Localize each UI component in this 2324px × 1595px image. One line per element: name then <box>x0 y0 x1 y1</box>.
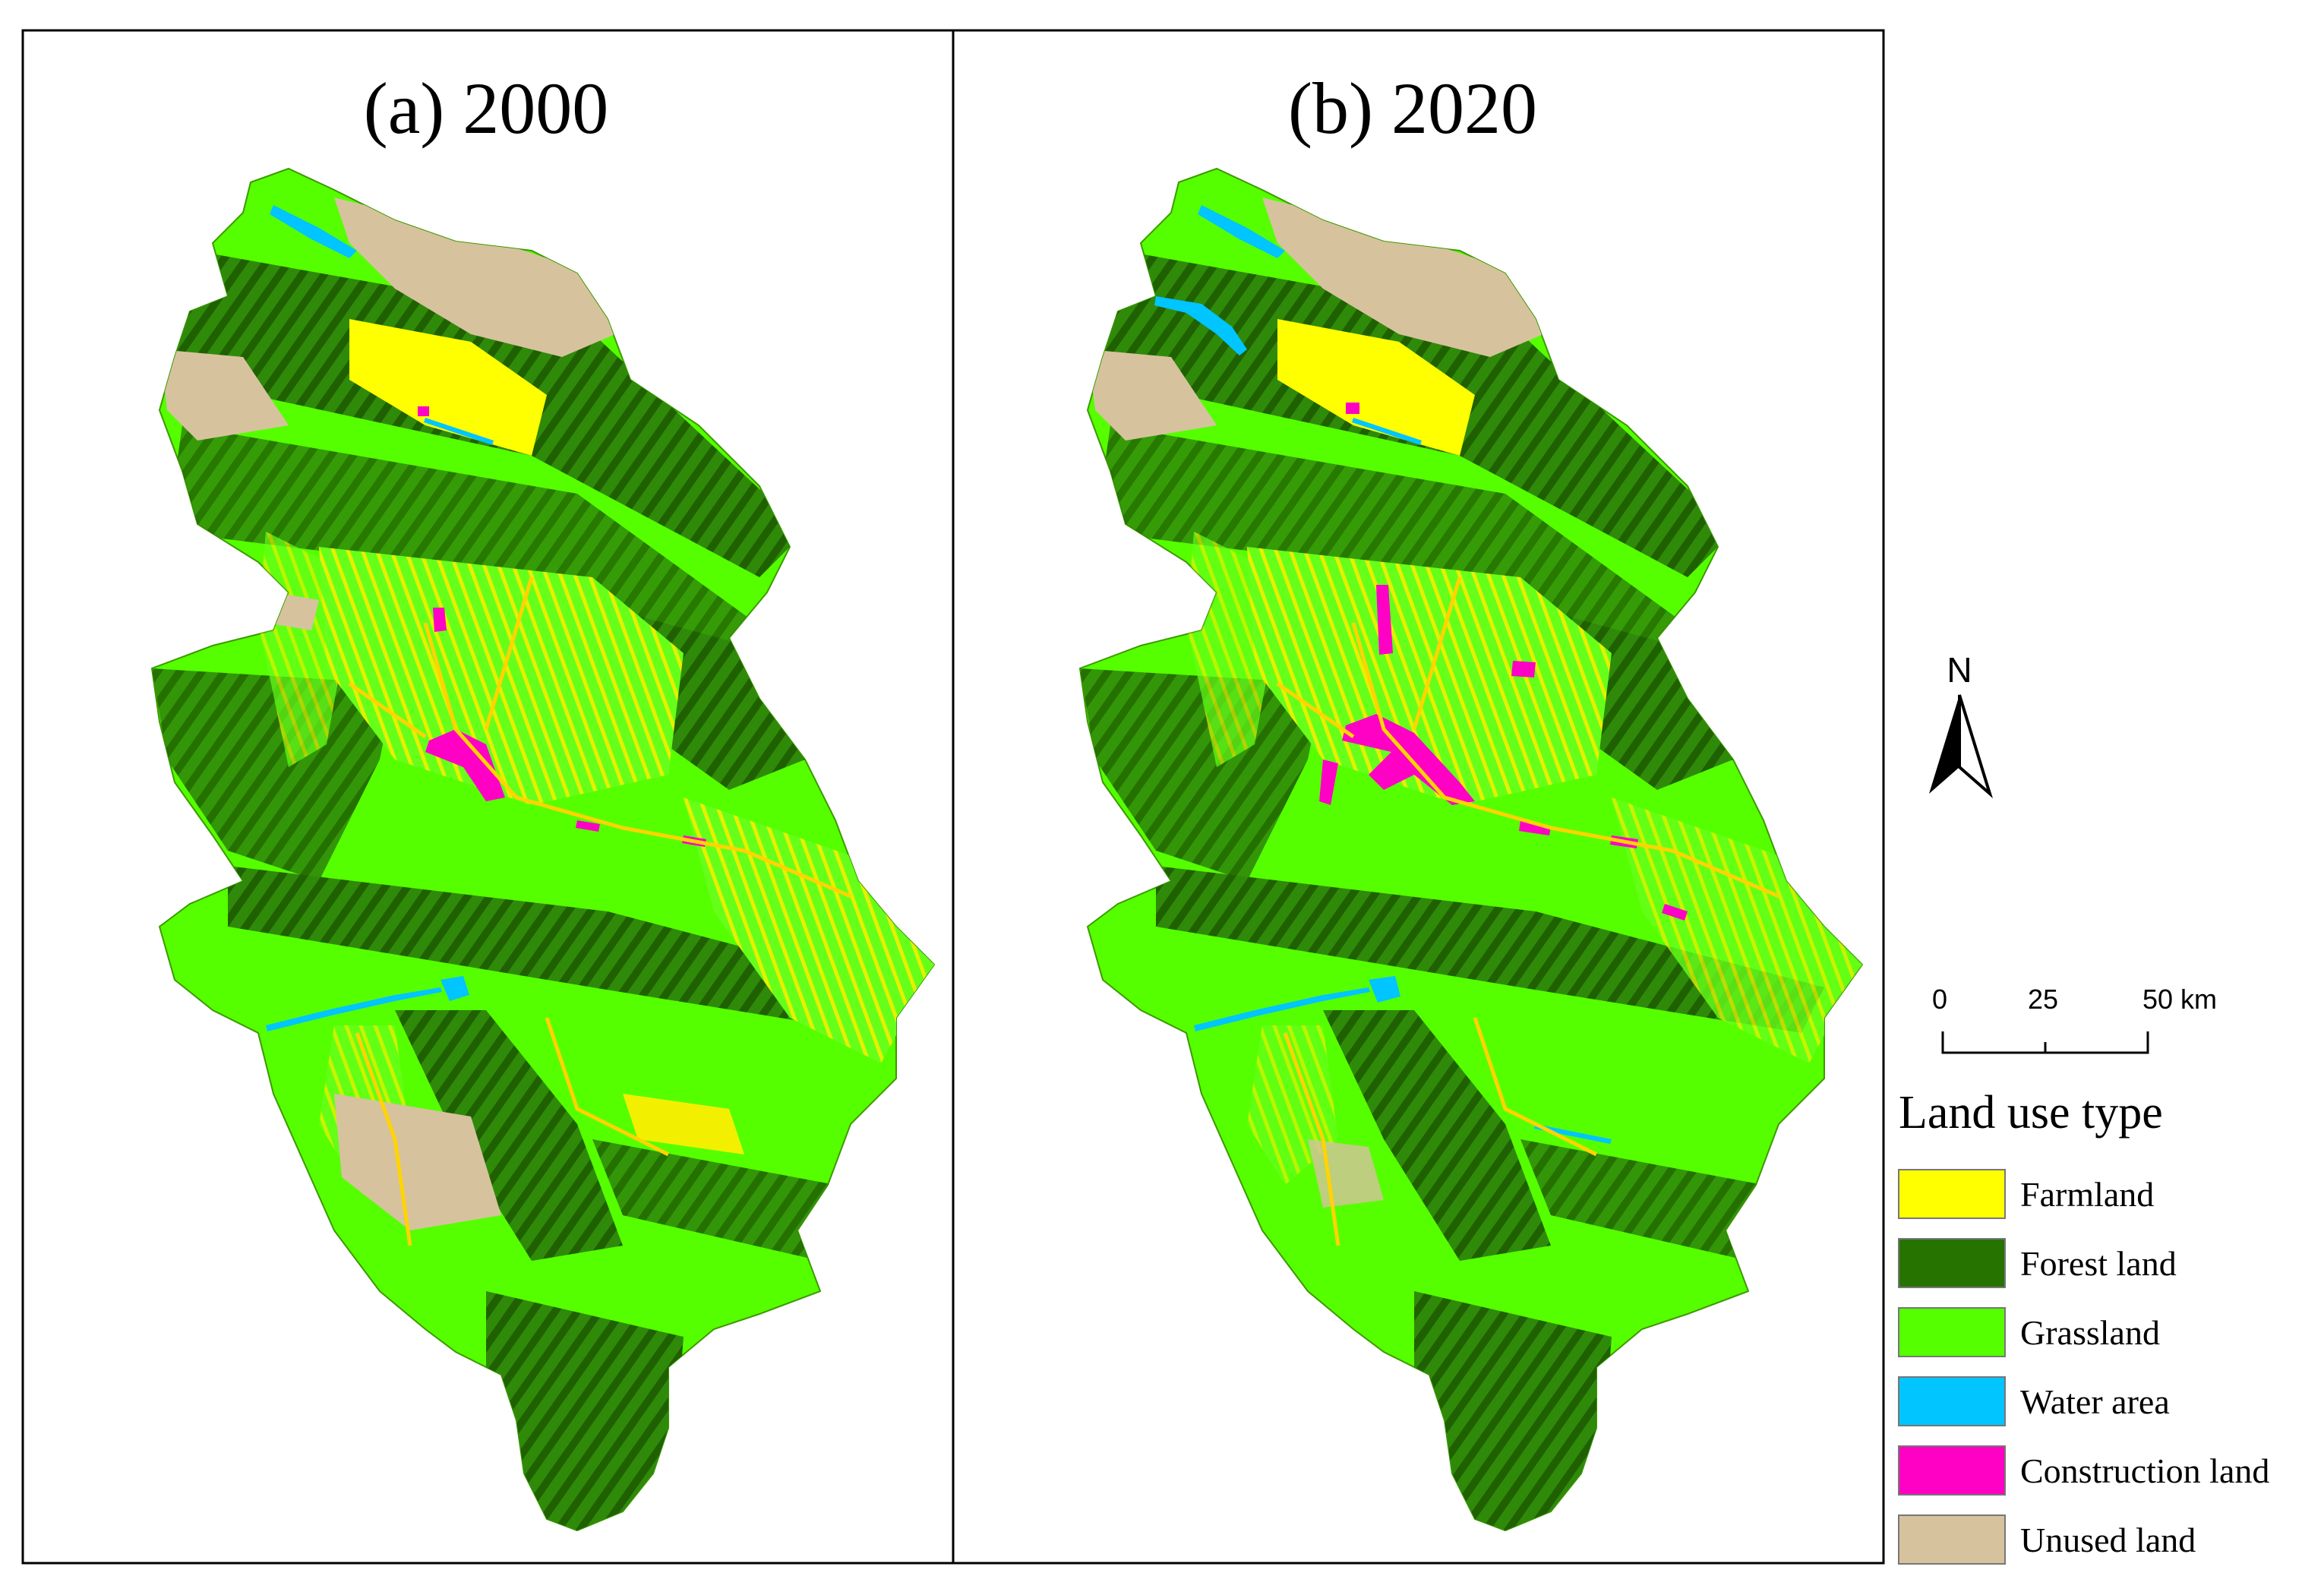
panel-title-b: (b) 2020 <box>1288 68 1537 149</box>
legend-swatch-forest-land <box>1898 1238 2006 1288</box>
panel-title-a: (a) 2000 <box>364 68 609 149</box>
legend: Land use type Farmland Forest land Grassla… <box>1898 1087 2269 1565</box>
panel-frame-right <box>952 29 1885 1565</box>
north-arrow-label: N <box>1947 650 1972 690</box>
legend-label-farmland: Farmland <box>2020 1175 2154 1214</box>
land-use-map-2000 <box>151 168 935 1531</box>
scale-bar: 0 25 50 km <box>1932 984 2217 1054</box>
legend-swatch-farmland <box>1898 1169 2006 1219</box>
legend-label-construction-land: Construction land <box>2020 1451 2269 1490</box>
legend-label-grassland: Grassland <box>2020 1313 2160 1352</box>
legend-label-forest-land: Forest land <box>2020 1244 2177 1283</box>
north-arrow-icon <box>1929 694 1993 799</box>
legend-swatch-unused-land <box>1898 1514 2006 1565</box>
legend-title: Land use type <box>1899 1087 2163 1139</box>
legend-items: Farmland Forest land Grassland Water area Co… <box>1898 1169 2269 1565</box>
legend-label-water-area: Water area <box>2020 1382 2170 1421</box>
scale-tick-50: 50 km <box>2142 984 2217 1015</box>
land-use-map-2020 <box>1079 168 1863 1531</box>
north-arrow: N <box>1929 650 1993 799</box>
scale-tick-25: 25 <box>2028 984 2058 1015</box>
legend-label-unused-land: Unused land <box>2020 1521 2196 1559</box>
legend-swatch-water-area <box>1898 1376 2006 1426</box>
legend-swatch-grassland <box>1898 1307 2006 1357</box>
legend-swatch-construction-land <box>1898 1445 2006 1496</box>
scale-tick-0: 0 <box>1932 984 1947 1015</box>
